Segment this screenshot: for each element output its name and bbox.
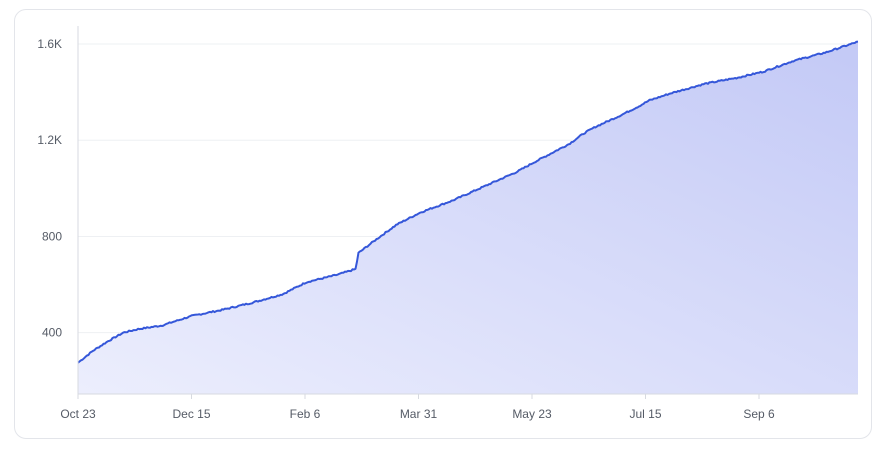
x-tick-label: Dec 15 (172, 407, 210, 421)
x-tick-labels: Oct 23 Dec 15 Feb 6 Mar 31 May 23 Jul 15 Sep 6 (60, 407, 775, 421)
y-tick-label: 400 (42, 326, 62, 340)
y-tick-label: 1.2K (37, 133, 62, 147)
x-tick-label: May 23 (512, 407, 552, 421)
x-tick-label: Jul 15 (629, 407, 661, 421)
series-line (77, 40, 859, 364)
axes (77, 26, 858, 399)
x-tick-label: Mar 31 (400, 407, 438, 421)
y-tick-label: 1.6K (37, 37, 62, 51)
y-tick-labels: 400 800 1.2K 1.6K (37, 37, 62, 340)
series-area (78, 41, 858, 394)
y-tick-label: 800 (42, 229, 62, 243)
x-tick-label: Sep 6 (743, 407, 775, 421)
x-tick-label: Feb 6 (290, 407, 321, 421)
x-tick-label: Oct 23 (60, 407, 96, 421)
area-layer (77, 40, 859, 394)
